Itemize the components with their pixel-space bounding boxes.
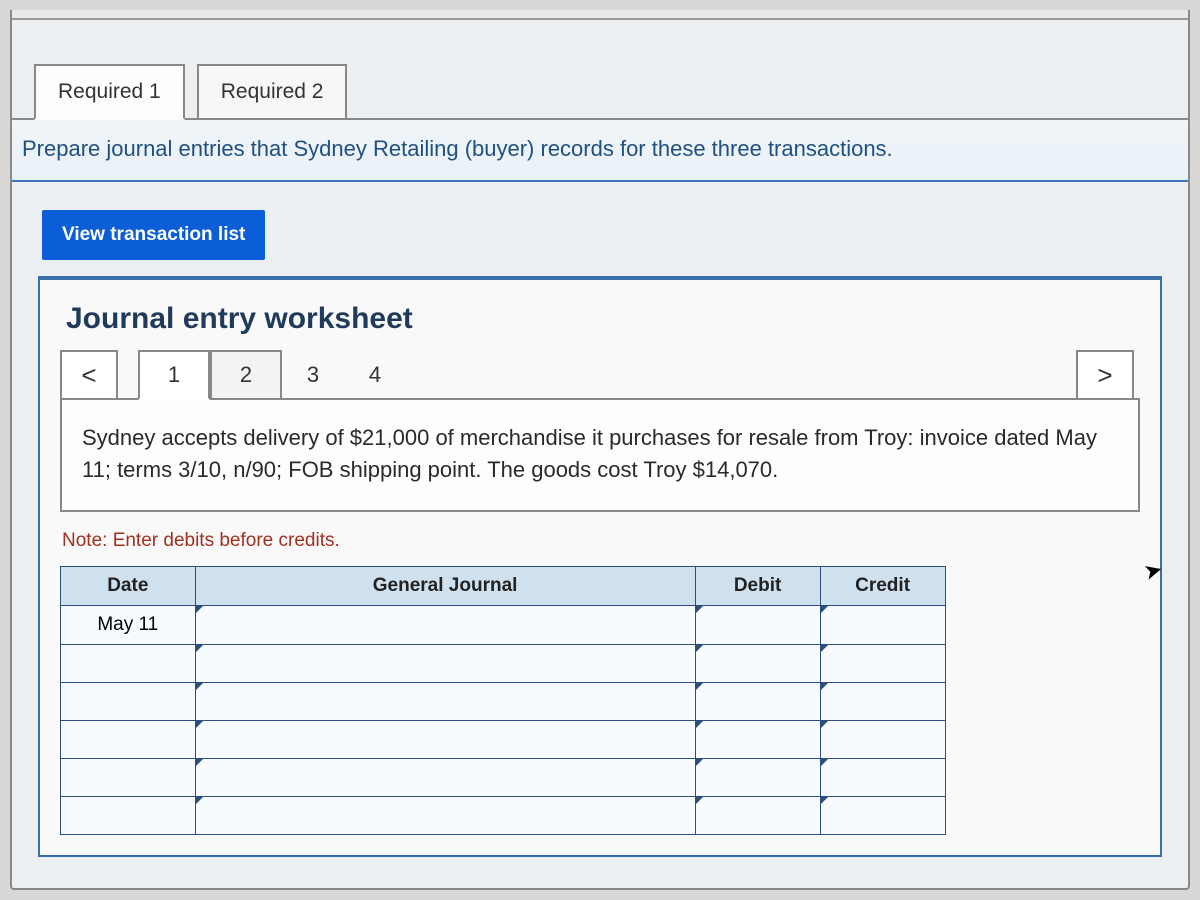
col-header-general-journal: General Journal — [195, 566, 695, 605]
cell-credit[interactable] — [820, 682, 945, 720]
debits-before-credits-note: Note: Enter debits before credits. — [62, 530, 1140, 552]
cell-general-journal[interactable] — [195, 644, 695, 682]
journal-worksheet-panel: Journal entry worksheet < 1 2 3 4 > Sydn… — [38, 276, 1162, 857]
view-transaction-list-button[interactable]: View transaction list — [42, 210, 265, 260]
cell-general-journal[interactable] — [195, 720, 695, 758]
cell-date[interactable] — [61, 796, 196, 834]
cell-debit[interactable] — [695, 605, 820, 644]
cell-general-journal[interactable] — [195, 758, 695, 796]
table-row — [61, 796, 946, 834]
requirement-tabs: Required 1 Required 2 — [12, 40, 1188, 120]
cell-date[interactable] — [61, 758, 196, 796]
col-header-debit: Debit — [695, 566, 820, 605]
table-row — [61, 720, 946, 758]
cell-credit[interactable] — [820, 796, 945, 834]
col-header-date: Date — [61, 566, 196, 605]
cell-credit[interactable] — [820, 720, 945, 758]
cell-debit[interactable] — [695, 796, 820, 834]
transaction-description: Sydney accepts delivery of $21,000 of me… — [60, 398, 1140, 512]
worksheet-title: Journal entry worksheet — [66, 302, 1140, 336]
cell-debit[interactable] — [695, 682, 820, 720]
cell-date[interactable] — [61, 682, 196, 720]
app-frame: Required 1 Required 2 Prepare journal en… — [10, 10, 1190, 890]
journal-entry-body: May 11 — [61, 605, 946, 834]
step-tab-1[interactable]: 1 — [138, 350, 210, 400]
table-row — [61, 758, 946, 796]
tab-required-1[interactable]: Required 1 — [34, 64, 185, 120]
cell-date[interactable] — [61, 720, 196, 758]
cell-general-journal[interactable] — [195, 682, 695, 720]
journal-entry-table: Date General Journal Debit Credit May 11 — [60, 566, 946, 835]
cell-credit[interactable] — [820, 644, 945, 682]
step-tab-2[interactable]: 2 — [210, 350, 282, 400]
window-top-border — [12, 10, 1188, 20]
table-row: May 11 — [61, 605, 946, 644]
cell-date[interactable] — [61, 644, 196, 682]
cell-debit[interactable] — [695, 720, 820, 758]
table-row — [61, 682, 946, 720]
cell-general-journal[interactable] — [195, 796, 695, 834]
cell-credit[interactable] — [820, 605, 945, 644]
step-prev-button[interactable]: < — [60, 350, 118, 400]
cell-credit[interactable] — [820, 758, 945, 796]
step-tab-3[interactable]: 3 — [282, 350, 344, 400]
step-next-button[interactable]: > — [1076, 350, 1134, 400]
table-row — [61, 644, 946, 682]
tab-required-2[interactable]: Required 2 — [197, 64, 348, 120]
step-nav-row: < 1 2 3 4 > — [60, 350, 1140, 400]
instruction-bar: Prepare journal entries that Sydney Reta… — [12, 118, 1188, 182]
cell-debit[interactable] — [695, 644, 820, 682]
cell-date[interactable]: May 11 — [61, 605, 196, 644]
cell-general-journal[interactable] — [195, 605, 695, 644]
step-tab-4[interactable]: 4 — [344, 350, 406, 400]
col-header-credit: Credit — [820, 566, 945, 605]
cell-debit[interactable] — [695, 758, 820, 796]
